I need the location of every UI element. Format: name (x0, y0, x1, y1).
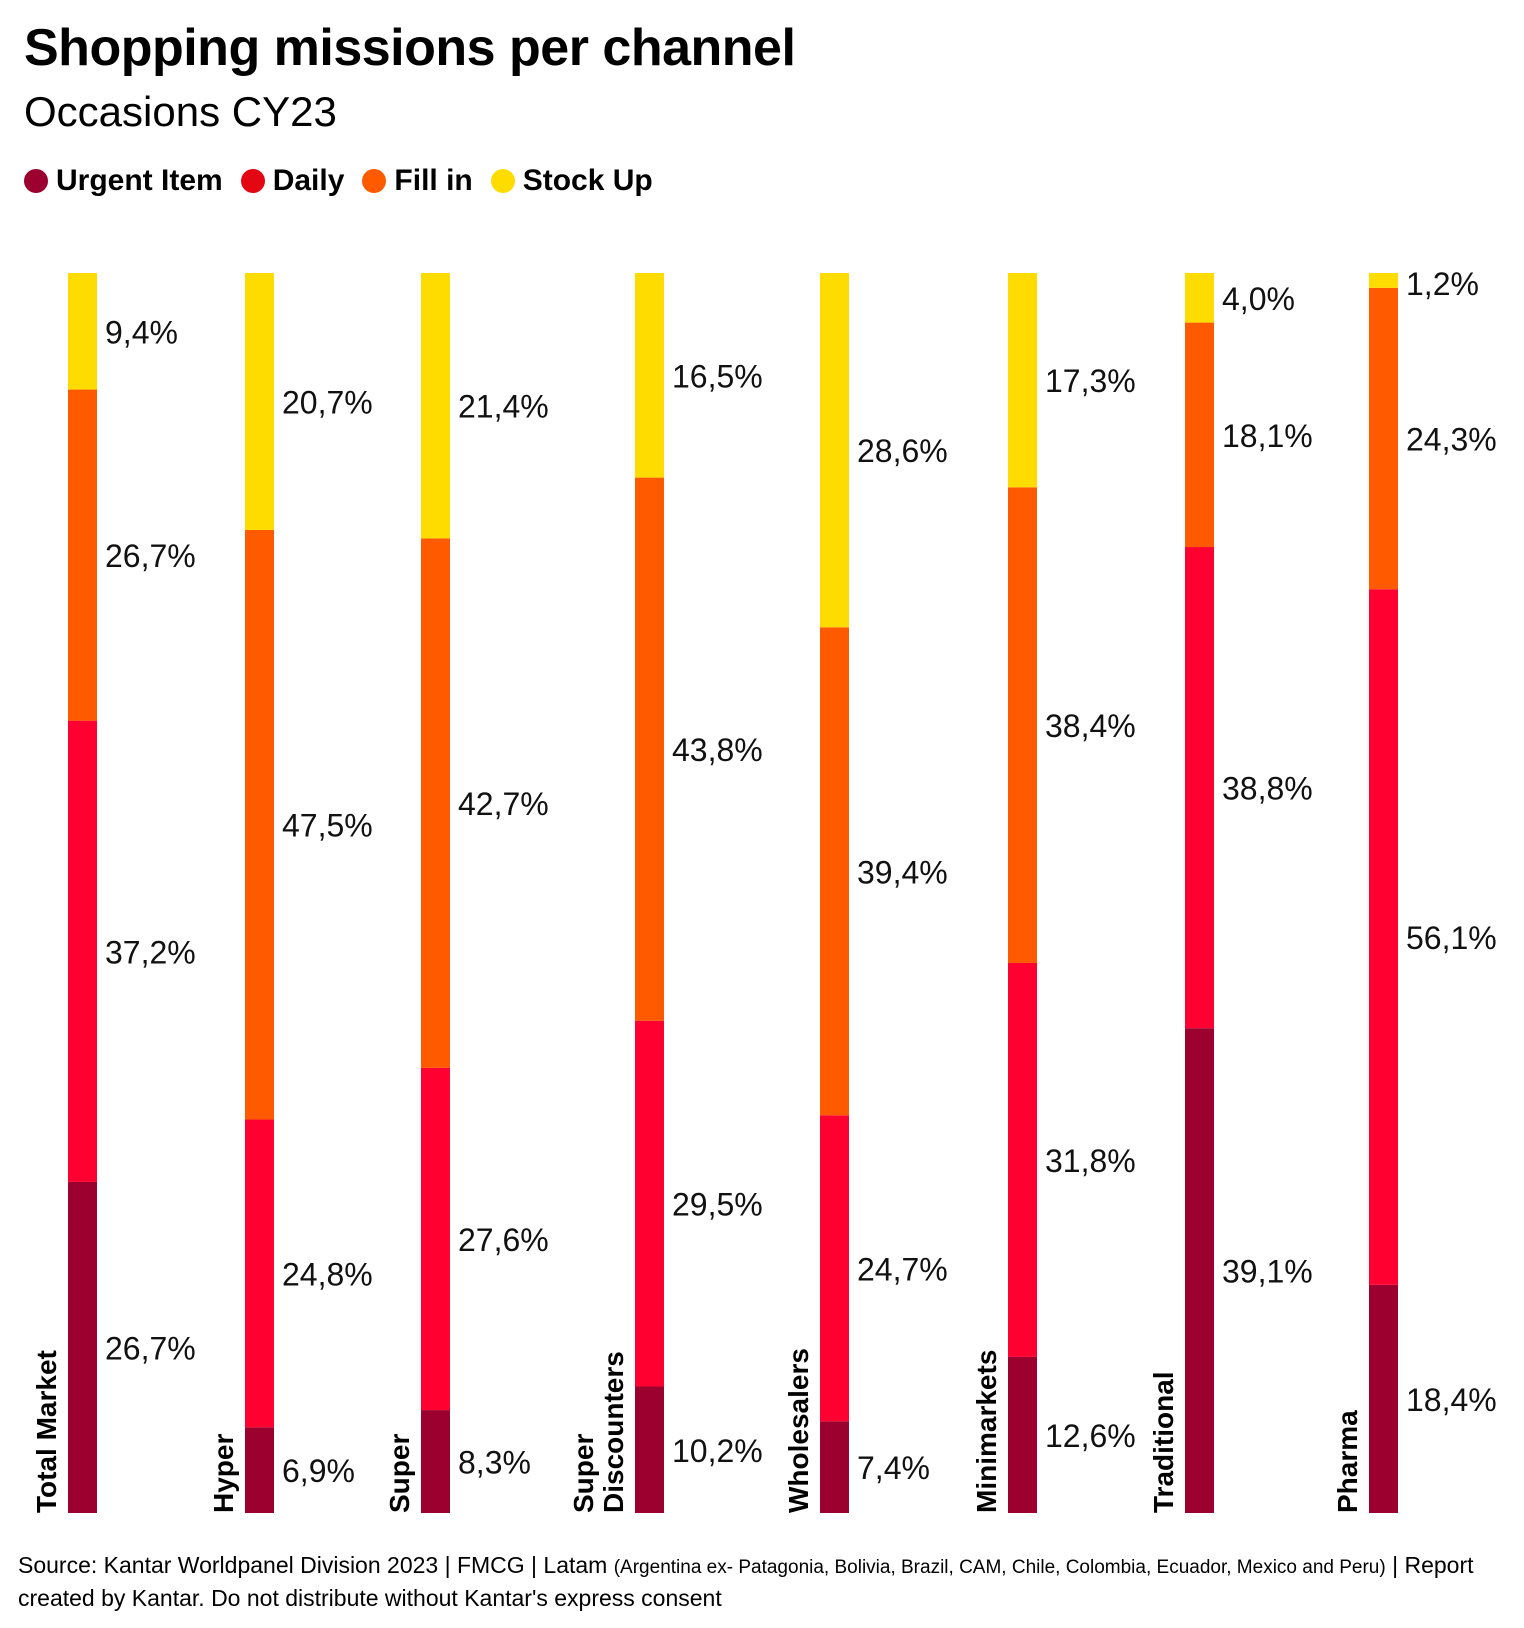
bar-wholesalers-daily (820, 1115, 849, 1422)
data-label-pharma-urgent-item: 18,4% (1406, 1382, 1497, 1418)
bar-minimarkets-daily (1008, 962, 1037, 1357)
bar-pharma-fill-in (1369, 287, 1398, 590)
bar-super-discounters-urgent-item (635, 1386, 664, 1513)
category-label-hyper: Hyper (208, 1434, 239, 1513)
bar-total-market-daily (68, 720, 97, 1182)
bar-traditional-daily (1185, 547, 1214, 1029)
bar-hyper-stock-up (245, 273, 274, 530)
data-label-wholesalers-stock-up: 28,6% (857, 433, 948, 469)
data-label-minimarkets-stock-up: 17,3% (1045, 363, 1136, 399)
chart-subtitle: Occasions CY23 (24, 88, 337, 135)
data-label-total-market-daily: 37,2% (105, 934, 196, 970)
bar-wholesalers-stock-up (820, 273, 849, 628)
source-main: Source: Kantar Worldpanel Division 2023 … (18, 1552, 614, 1578)
data-label-hyper-stock-up: 20,7% (282, 384, 373, 420)
data-label-super-discounters-daily: 29,5% (672, 1187, 763, 1223)
data-label-traditional-fill-in: 18,1% (1222, 418, 1313, 454)
data-label-total-market-urgent-item: 26,7% (105, 1330, 196, 1366)
bar-super-discounters-stock-up (635, 273, 664, 478)
legend-dot-daily (240, 169, 265, 193)
data-label-super-urgent-item: 8,3% (458, 1445, 531, 1481)
category-label-pharma: Pharma (1332, 1410, 1363, 1513)
data-label-pharma-daily: 56,1% (1406, 920, 1497, 956)
data-label-traditional-daily: 38,8% (1222, 771, 1313, 807)
bar-super-urgent-item (421, 1410, 450, 1513)
data-label-super-fill-in: 42,7% (458, 786, 549, 822)
legend-dot-urgent-item (24, 169, 48, 193)
category-label-minimarkets: Minimarkets (971, 1350, 1002, 1513)
data-label-hyper-fill-in: 47,5% (282, 808, 373, 844)
chart-title: Shopping missions per channel (24, 19, 796, 77)
bar-super-stock-up (421, 273, 450, 539)
data-label-minimarkets-urgent-item: 12,6% (1045, 1418, 1136, 1454)
bar-total-market-fill-in (68, 389, 97, 721)
bar-super-discounters-fill-in (635, 477, 664, 1021)
bar-total-market-urgent-item (68, 1181, 97, 1513)
bar-traditional-urgent-item (1185, 1028, 1214, 1513)
bar-hyper-daily (245, 1119, 274, 1428)
bar-minimarkets-fill-in (1008, 487, 1037, 963)
legend: Urgent Item Daily Fill in Stock Up (24, 164, 653, 198)
data-label-hyper-daily: 24,8% (282, 1256, 373, 1292)
data-label-super-discounters-urgent-item: 10,2% (672, 1433, 763, 1469)
data-label-super-daily: 27,6% (458, 1222, 549, 1258)
legend-item-stock-up: Stock Up (490, 164, 653, 198)
data-label-super-discounters-fill-in: 43,8% (672, 732, 763, 768)
bar-traditional-stock-up (1185, 273, 1214, 323)
bar-pharma-urgent-item (1369, 1284, 1398, 1513)
bar-minimarkets-urgent-item (1008, 1356, 1037, 1513)
category-label-super-discounters-line-2: Discounters (598, 1351, 629, 1513)
category-label-total-market: Total Market (31, 1350, 62, 1513)
legend-dot-fill-in (362, 169, 387, 193)
data-label-wholesalers-daily: 24,7% (857, 1251, 948, 1287)
bar-super-daily (421, 1067, 450, 1411)
legend-label-fill-in: Fill in (394, 164, 473, 197)
data-label-hyper-urgent-item: 6,9% (282, 1453, 355, 1489)
data-label-wholesalers-urgent-item: 7,4% (857, 1450, 930, 1486)
legend-item-daily: Daily (240, 164, 345, 198)
category-label-wholesalers: Wholesalers (783, 1348, 814, 1513)
data-label-total-market-stock-up: 9,4% (105, 314, 178, 350)
source-note: Source: Kantar Worldpanel Division 2023 … (18, 1550, 1498, 1614)
bar-pharma-daily (1369, 589, 1398, 1285)
data-label-traditional-urgent-item: 39,1% (1222, 1254, 1313, 1290)
bar-super-discounters-daily (635, 1020, 664, 1387)
data-label-total-market-fill-in: 26,7% (105, 538, 196, 574)
bar-traditional-fill-in (1185, 322, 1214, 548)
data-label-pharma-stock-up: 1,2% (1406, 266, 1479, 302)
data-label-minimarkets-daily: 31,8% (1045, 1143, 1136, 1179)
data-label-wholesalers-fill-in: 39,4% (857, 854, 948, 890)
category-label-traditional: Traditional (1148, 1371, 1179, 1513)
bar-super-fill-in (421, 538, 450, 1068)
bar-hyper-fill-in (245, 529, 274, 1120)
source-tail: | Report created by Kantar. Do not distr… (18, 1552, 1474, 1611)
bar-pharma-stock-up (1369, 273, 1398, 288)
source-countries: (Argentina ex- Patagonia, Bolivia, Brazi… (613, 1557, 1386, 1578)
data-label-super-discounters-stock-up: 16,5% (672, 358, 763, 394)
legend-label-urgent-item: Urgent Item (56, 164, 223, 197)
category-label-super-discounters-line-1: Super (568, 1434, 599, 1513)
bar-total-market-stock-up (68, 273, 97, 390)
legend-dot-stock-up (490, 169, 515, 193)
bar-wholesalers-urgent-item (820, 1421, 849, 1513)
bar-wholesalers-fill-in (820, 627, 849, 1116)
legend-label-stock-up: Stock Up (522, 164, 653, 197)
legend-label-daily: Daily (272, 164, 345, 197)
category-label-super: Super (384, 1434, 415, 1513)
data-label-minimarkets-fill-in: 38,4% (1045, 708, 1136, 744)
data-label-pharma-fill-in: 24,3% (1406, 422, 1497, 458)
data-label-super-stock-up: 21,4% (458, 389, 549, 425)
bar-minimarkets-stock-up (1008, 273, 1037, 488)
legend-item-fill-in: Fill in (362, 164, 473, 198)
data-label-traditional-stock-up: 4,0% (1222, 281, 1295, 317)
legend-item-urgent-item: Urgent Item (24, 164, 223, 198)
bar-hyper-urgent-item (245, 1427, 274, 1513)
